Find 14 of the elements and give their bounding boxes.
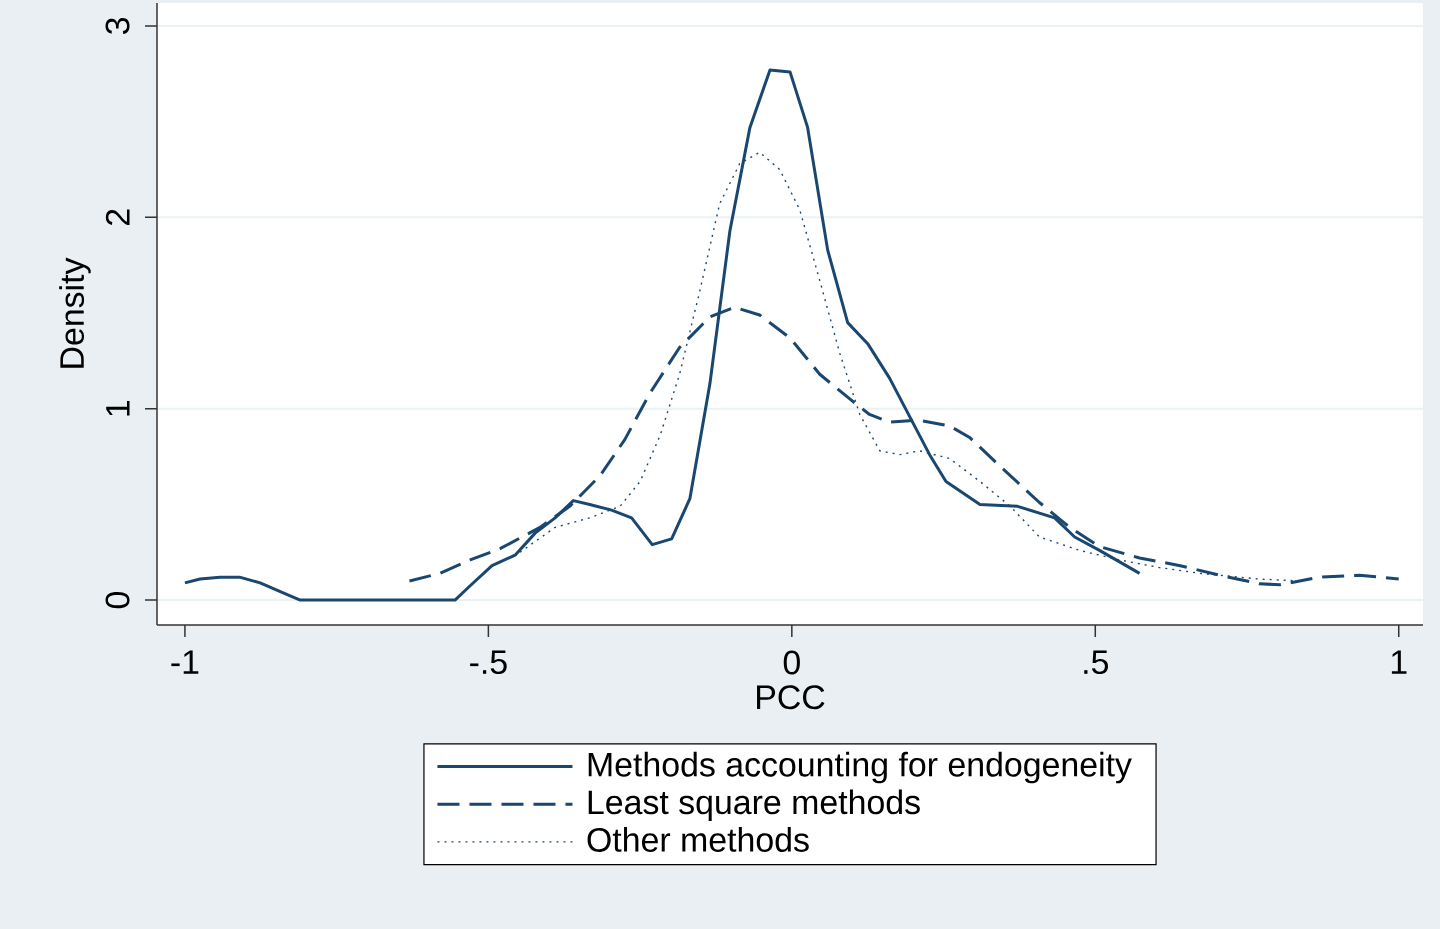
y-tick-label: 3 — [105, 18, 130, 35]
legend-label: Least square methods — [588, 789, 920, 821]
x-tick-label: -.5 — [470, 650, 507, 675]
x-axis-title: PCC — [757, 685, 825, 710]
legend-label: Methods accounting for endogeneity — [588, 751, 1132, 784]
x-tick-label: .5 — [1084, 650, 1108, 675]
x-tick-label: 1 — [1391, 650, 1407, 674]
y-tick-label: 0 — [105, 592, 130, 609]
x-tick-label: -1 — [171, 650, 199, 674]
y-axis-title: Density — [59, 257, 91, 368]
x-tick-label: 0 — [783, 650, 800, 675]
y-tick-label: 2 — [105, 209, 130, 226]
legend-label: Other methods — [587, 827, 809, 852]
y-tick-label: 1 — [106, 400, 130, 416]
